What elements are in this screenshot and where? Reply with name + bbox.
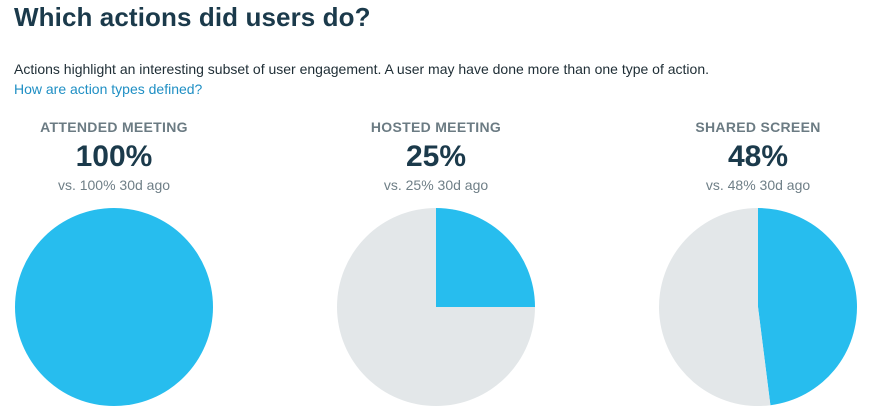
metric-value: 100% xyxy=(75,140,153,173)
pie-slice-remainder xyxy=(659,208,771,406)
metric-label: HOSTED MEETING xyxy=(370,119,502,135)
pie-slice-active xyxy=(758,208,858,406)
action-types-help-link[interactable]: How are action types defined? xyxy=(14,81,203,97)
pie-slice-active xyxy=(15,208,213,406)
metric-value: 25% xyxy=(405,140,467,173)
metric-comparison: vs. 100% 30d ago xyxy=(57,177,171,193)
pie-slice-active xyxy=(436,208,535,307)
metric-attended-meeting: ATTENDED MEETING 100% vs. 100% 30d ago xyxy=(0,118,234,194)
page-description: Actions highlight an interesting subset … xyxy=(14,61,709,77)
page-title: Which actions did users do? xyxy=(14,2,371,32)
metric-comparison: vs. 48% 30d ago xyxy=(705,177,811,193)
metric-hosted-meeting: HOSTED MEETING 25% vs. 25% 30d ago xyxy=(316,118,556,194)
pie-chart-shared-screen xyxy=(659,208,858,406)
pie-chart-hosted-meeting xyxy=(337,208,535,406)
metric-label: SHARED SCREEN xyxy=(695,119,821,135)
pie-slice-remainder xyxy=(337,208,535,406)
metric-label: ATTENDED MEETING xyxy=(40,119,188,135)
metric-comparison: vs. 25% 30d ago xyxy=(383,177,489,193)
pie-chart-attended-meeting xyxy=(15,208,213,406)
metric-shared-screen: SHARED SCREEN 48% vs. 48% 30d ago xyxy=(638,118,870,194)
metric-value: 48% xyxy=(727,140,789,173)
